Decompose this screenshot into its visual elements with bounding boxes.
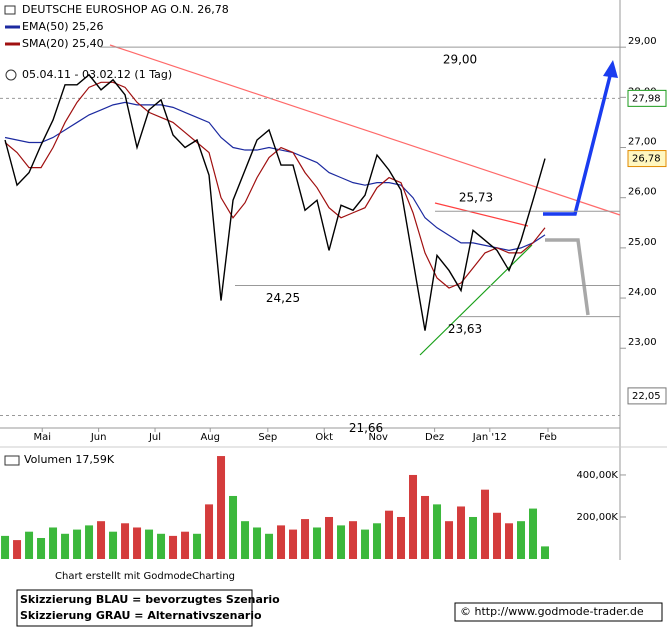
volume-bar xyxy=(37,537,46,559)
volume-bar xyxy=(517,521,526,559)
blue-scenario xyxy=(543,71,613,216)
volume-bar xyxy=(97,521,106,559)
volume-bar xyxy=(349,521,358,559)
x-tick-label: Jun xyxy=(90,432,107,443)
volume-bar xyxy=(13,540,22,559)
volume-bar xyxy=(61,533,70,559)
volume-bar xyxy=(337,525,346,559)
volume-bar xyxy=(373,523,382,559)
volume-bar xyxy=(505,523,514,559)
x-tick-label: Sep xyxy=(258,432,277,443)
credit: Chart erstellt mit GodmodeCharting xyxy=(55,571,235,582)
x-tick-label: Feb xyxy=(539,432,557,443)
x-tick-label: Mai xyxy=(33,432,51,443)
volume-bar xyxy=(241,521,250,559)
y-tick-label: 23,00 xyxy=(628,337,657,348)
volume-bar xyxy=(481,489,490,559)
price-box xyxy=(627,89,667,107)
level-label: 21,66 xyxy=(349,421,383,435)
volume-bar xyxy=(193,533,202,559)
y-tick-label: 29,00 xyxy=(628,36,657,47)
legend-box xyxy=(16,589,253,627)
y-tick-label: 24,00 xyxy=(628,287,657,298)
volume-bar xyxy=(445,521,454,559)
volume-bar xyxy=(457,506,466,559)
price-box xyxy=(627,150,667,168)
average-line xyxy=(4,81,546,289)
volume-bar xyxy=(1,535,10,559)
volume-bar xyxy=(325,516,334,559)
clock-icon xyxy=(5,69,17,81)
price-box xyxy=(627,387,667,405)
volume-bar xyxy=(397,516,406,559)
volume-bar xyxy=(409,474,418,559)
volume-bar xyxy=(109,531,118,559)
volume-bar xyxy=(181,531,190,559)
volume-bar xyxy=(73,529,82,559)
volume-bar xyxy=(493,512,502,559)
url-box xyxy=(454,602,663,622)
volume-bar xyxy=(421,495,430,559)
price-line xyxy=(4,73,546,331)
volume-bar xyxy=(229,495,238,559)
volume-bar xyxy=(157,533,166,559)
volume-bar xyxy=(133,527,142,559)
legend-entry: SMA(20) 25,40 xyxy=(22,37,104,50)
y-tick-label: 26,00 xyxy=(628,187,657,198)
level-label: 25,73 xyxy=(459,191,493,205)
trend-line xyxy=(419,244,533,356)
volume-bar xyxy=(277,525,286,559)
volume-bar xyxy=(253,527,262,559)
x-tick-label: Nov xyxy=(368,432,388,443)
volume-bar xyxy=(49,527,58,559)
trend-line xyxy=(434,202,529,227)
x-tick-label: Okt xyxy=(315,432,333,443)
volume-bar xyxy=(385,510,394,559)
blue-arrowhead xyxy=(603,60,618,78)
volume-bar xyxy=(169,535,178,559)
grey-scenario xyxy=(545,238,590,316)
x-tick-label: Aug xyxy=(200,432,220,443)
x-tick-label: Dez xyxy=(425,432,444,443)
volume-bar xyxy=(469,516,478,559)
volume-bar xyxy=(25,531,34,559)
price-box-label: 22,05 xyxy=(632,391,661,402)
y-tick-label: 200,00K xyxy=(576,512,618,523)
subtitle: 05.04.11 - 03.02.12 (1 Tag) xyxy=(22,68,172,81)
scenario-note: Skizzierung GRAU = Alternativszenario xyxy=(20,609,262,622)
volume-bar xyxy=(361,529,370,559)
x-tick-label: Jul xyxy=(148,432,161,443)
volume-bar xyxy=(217,456,226,559)
volume-bar xyxy=(85,525,94,559)
volume-bar xyxy=(529,508,538,559)
volume-title: Volumen 17,59K xyxy=(24,453,115,466)
volume-icon xyxy=(4,455,20,466)
level-label: 24,25 xyxy=(266,291,300,305)
legend-entry: EMA(50) 25,26 xyxy=(22,20,104,33)
volume-bar xyxy=(121,523,130,559)
x-tick-label: Jan '12 xyxy=(472,432,507,443)
level-label: 23,63 xyxy=(448,322,482,336)
volume-bar xyxy=(205,504,214,559)
y-tick-label: 400,00K xyxy=(576,470,618,481)
volume-bar xyxy=(313,527,322,559)
price-box-label: 26,78 xyxy=(632,154,661,165)
y-tick-label: 25,00 xyxy=(628,237,657,248)
icon xyxy=(4,5,16,15)
y-tick-label: 27,00 xyxy=(628,137,657,148)
chart-title: DEUTSCHE EUROSHOP AG O.N. 26,78 xyxy=(22,3,229,16)
volume-bar xyxy=(289,529,298,559)
volume-bar xyxy=(433,504,442,559)
url: © http://www.godmode-trader.de xyxy=(460,605,644,618)
trend-line xyxy=(109,44,621,216)
volume-bar xyxy=(301,519,310,559)
scenario-note: Skizzierung BLAU = bevorzugtes Szenario xyxy=(20,593,280,606)
volume-bar xyxy=(145,529,154,559)
level-label: 29,00 xyxy=(443,53,477,67)
price-box-label: 27,98 xyxy=(632,93,661,104)
volume-bar xyxy=(541,546,550,559)
volume-bar xyxy=(265,533,274,559)
